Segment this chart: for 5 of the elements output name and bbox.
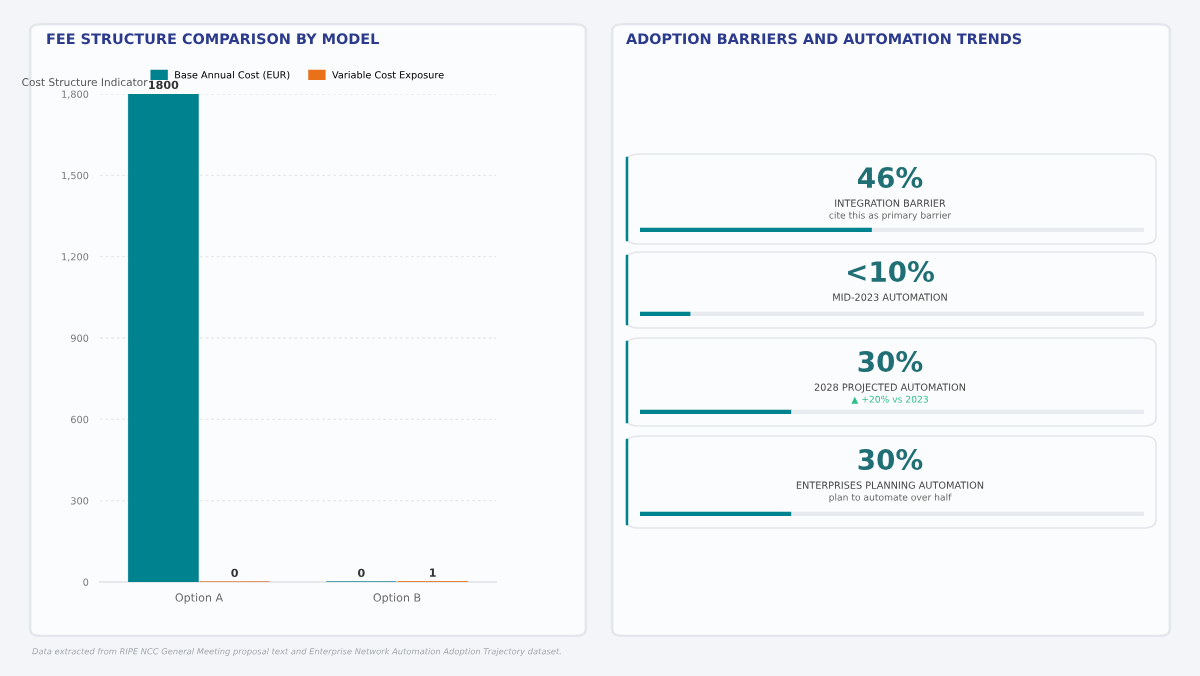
data-label: <10% — [848, 261, 934, 283]
bar — [128, 94, 199, 582]
data-label: 30% — [858, 449, 923, 471]
data-label: 30% — [858, 351, 923, 373]
data-label: 46% — [858, 167, 923, 189]
